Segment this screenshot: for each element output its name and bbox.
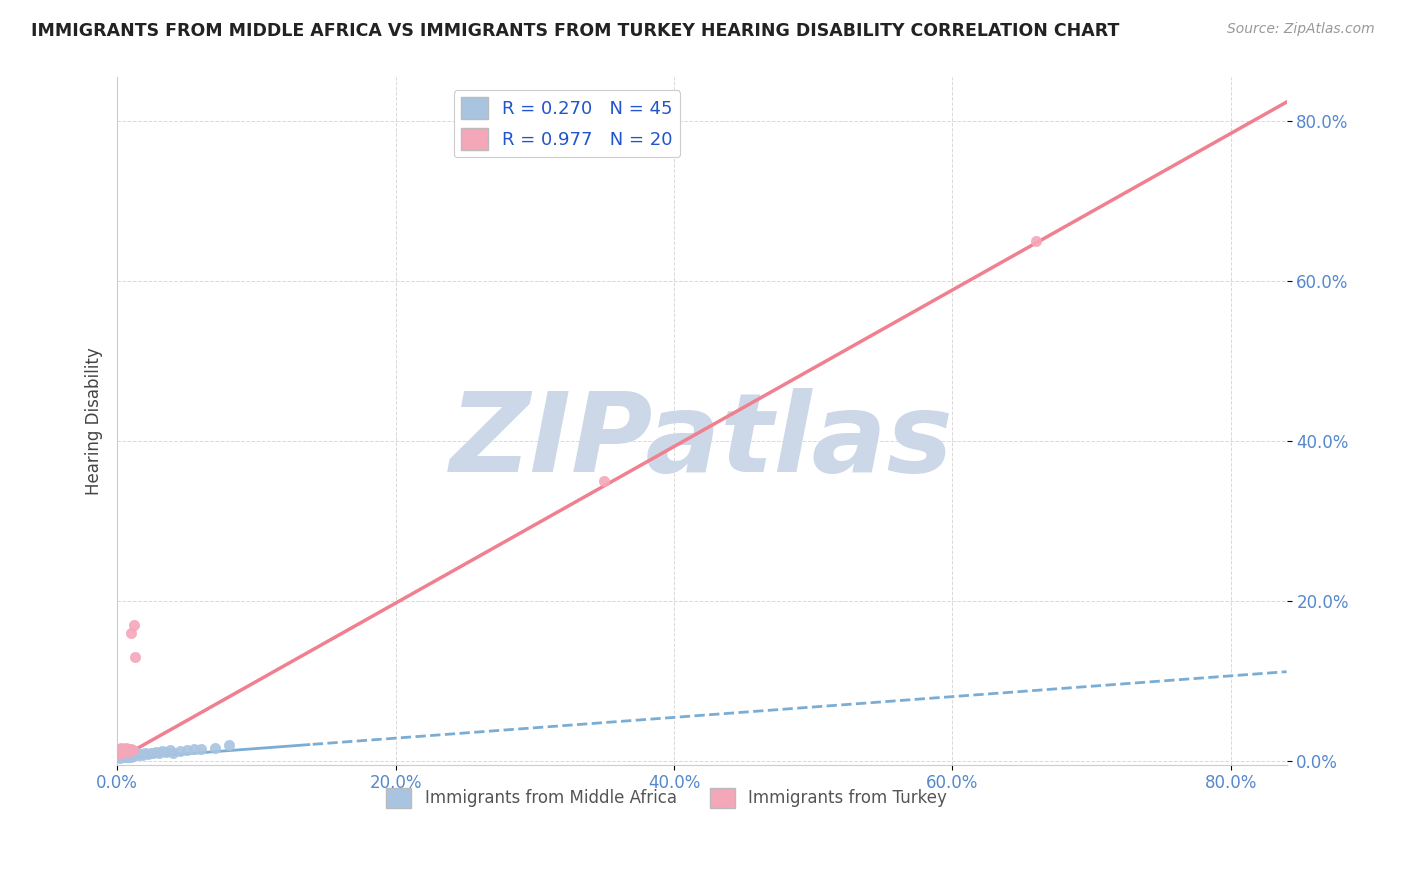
Point	[218, 738, 240, 752]
Point	[176, 743, 198, 757]
Point	[107, 750, 129, 764]
Point	[145, 745, 167, 759]
Point	[115, 748, 138, 763]
Point	[121, 743, 143, 757]
Text: IMMIGRANTS FROM MIDDLE AFRICA VS IMMIGRANTS FROM TURKEY HEARING DISABILITY CORRE: IMMIGRANTS FROM MIDDLE AFRICA VS IMMIGRA…	[31, 22, 1119, 40]
Point	[162, 746, 184, 760]
Point	[136, 747, 159, 761]
Y-axis label: Hearing Disability: Hearing Disability	[86, 347, 103, 495]
Point	[108, 749, 131, 764]
Point	[110, 750, 132, 764]
Point	[111, 749, 134, 764]
Point	[121, 748, 143, 763]
Point	[107, 748, 129, 763]
Point	[183, 742, 205, 756]
Point	[120, 749, 142, 764]
Point	[131, 747, 153, 762]
Point	[110, 748, 132, 763]
Point	[124, 649, 146, 664]
Point	[107, 741, 129, 756]
Point	[169, 744, 191, 758]
Point	[112, 748, 135, 763]
Text: ZIPatlas: ZIPatlas	[450, 388, 953, 495]
Point	[148, 746, 170, 760]
Point	[127, 746, 149, 760]
Point	[111, 747, 134, 762]
Point	[190, 741, 212, 756]
Point	[114, 749, 136, 764]
Point	[134, 747, 156, 761]
Point	[120, 625, 142, 640]
Point	[120, 747, 142, 762]
Point	[155, 745, 177, 759]
Point	[115, 747, 138, 761]
Point	[117, 741, 139, 756]
Point	[114, 740, 136, 755]
Point	[118, 748, 141, 763]
Point	[108, 751, 131, 765]
Point	[115, 743, 138, 757]
Point	[114, 747, 136, 762]
Point	[112, 742, 135, 756]
Point	[118, 744, 141, 758]
Point	[150, 744, 173, 758]
Point	[159, 743, 181, 757]
Point	[112, 747, 135, 761]
Point	[108, 747, 131, 761]
Point	[127, 747, 149, 762]
Point	[110, 747, 132, 762]
Point	[1025, 234, 1047, 248]
Point	[204, 740, 226, 755]
Point	[139, 746, 162, 760]
Point	[120, 742, 142, 756]
Point	[111, 744, 134, 758]
Point	[114, 745, 136, 759]
Point	[124, 747, 146, 762]
Point	[142, 747, 165, 761]
Point	[128, 747, 150, 761]
Point	[122, 747, 145, 761]
Point	[108, 743, 131, 757]
Point	[107, 746, 129, 760]
Point	[112, 750, 135, 764]
Point	[110, 740, 132, 755]
Point	[122, 617, 145, 632]
Point	[110, 746, 132, 760]
Point	[117, 749, 139, 764]
Text: Source: ZipAtlas.com: Source: ZipAtlas.com	[1227, 22, 1375, 37]
Point	[117, 747, 139, 762]
Point	[593, 474, 616, 488]
Legend: Immigrants from Middle Africa, Immigrants from Turkey: Immigrants from Middle Africa, Immigrant…	[380, 780, 953, 814]
Point	[125, 747, 148, 761]
